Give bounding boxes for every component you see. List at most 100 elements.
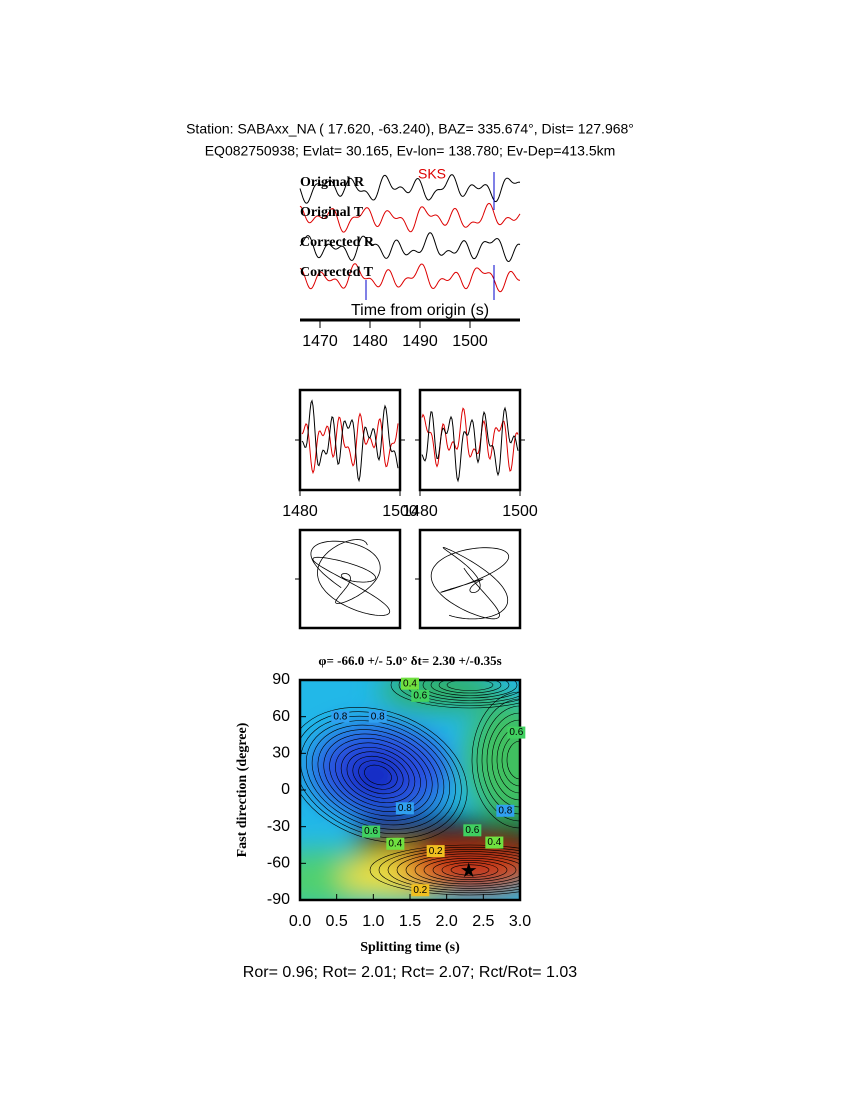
contour-label-box	[331, 710, 350, 723]
x-tick-label: 2.5	[472, 913, 494, 930]
station-info: Station: SABAxx_NA ( 17.620, -63.240), B…	[186, 121, 634, 137]
contour-line	[450, 864, 490, 876]
trace-label: Corrected R	[300, 235, 375, 250]
contour-line	[432, 860, 508, 880]
contour-line	[405, 853, 520, 887]
trace-label: Corrected T	[300, 265, 374, 280]
trace-label: Original T	[300, 205, 364, 220]
contour-line	[390, 680, 520, 709]
x-tick-label: 1480	[402, 503, 438, 520]
contour-label: 0.8	[498, 805, 512, 816]
trace-label: Original R	[300, 175, 365, 190]
x-tick-label: 1.0	[362, 913, 384, 930]
contour-label-box	[485, 836, 504, 849]
contour-line	[300, 715, 456, 835]
x-tick-label: 1490	[402, 333, 438, 350]
contour-line	[364, 764, 392, 786]
x-tick-label: 1470	[302, 333, 338, 350]
x-tick-label: 3.0	[509, 913, 531, 930]
waveform	[299, 174, 521, 204]
contour-label-box	[362, 825, 381, 838]
contour-label: 0.6	[465, 825, 479, 836]
y-tick-label: 0	[281, 781, 290, 798]
contour-label-box	[401, 677, 419, 690]
x-tick-label: 1500	[382, 503, 418, 520]
contour-line	[305, 720, 451, 830]
contour-line	[496, 726, 520, 794]
contour-label: 0.4	[403, 678, 417, 689]
particle-motion	[430, 547, 510, 620]
contour-title: φ= -66.0 +/- 5.0° δt= 2.30 +/-0.35s	[318, 653, 501, 668]
x-axis-label: Splitting time (s)	[360, 940, 460, 955]
contour-line	[438, 680, 502, 694]
y-tick-label: -30	[267, 818, 290, 835]
phase-label: SKS	[418, 166, 446, 182]
misfit-surface	[300, 680, 520, 900]
contour-line	[501, 733, 520, 787]
contour-line	[329, 738, 427, 812]
contour-label-box	[368, 710, 387, 723]
y-tick-label: -90	[267, 891, 290, 908]
contour-label: 0.6	[364, 826, 378, 837]
contour-line	[423, 857, 517, 883]
contour-label-box	[395, 802, 414, 815]
particle-motion	[310, 539, 391, 616]
waveform	[421, 407, 519, 472]
contour-label-box	[496, 804, 515, 817]
contour-line	[335, 742, 421, 808]
x-tick-label: 1500	[452, 333, 488, 350]
x-tick-label: 1500	[502, 503, 538, 520]
x-axis-label: Time from origin (s)	[351, 302, 489, 319]
contour-line	[317, 729, 439, 821]
contour-line	[358, 760, 398, 790]
contour-line	[369, 844, 520, 896]
contour-line	[340, 747, 416, 803]
contour-line	[476, 698, 520, 822]
contour-label-box	[411, 689, 430, 702]
contour-line	[378, 846, 520, 894]
contour-label: 0.4	[388, 838, 402, 849]
event-info: EQ082750938; Evlat= 30.165, Ev-lon= 138.…	[205, 143, 616, 159]
y-tick-label: 30	[272, 745, 290, 762]
y-axis-label: Fast direction (degree)	[235, 722, 250, 857]
contour-line	[300, 711, 462, 839]
contour-line	[300, 706, 468, 844]
contour-line	[352, 755, 404, 795]
contour-line	[506, 740, 520, 780]
contour-line	[471, 691, 520, 829]
contour-line	[481, 705, 520, 815]
contour-label-box	[426, 845, 445, 858]
contour-label-box	[463, 824, 482, 837]
contour-label: 0.2	[429, 846, 443, 857]
x-tick-label: 0.5	[326, 913, 348, 930]
x-tick-label: 1.5	[399, 913, 421, 930]
waveform	[301, 412, 399, 475]
contour-line	[422, 680, 518, 699]
contour-label: 0.8	[333, 711, 347, 722]
x-tick-label: 2.0	[436, 913, 458, 930]
contour-label: 0.6	[413, 691, 427, 702]
y-tick-label: 60	[272, 708, 290, 725]
waveform	[299, 232, 521, 263]
contour-line	[396, 851, 520, 889]
waveform	[301, 399, 399, 483]
contour-line	[486, 712, 520, 808]
particle-frame	[418, 528, 522, 630]
contour-label-box	[507, 726, 526, 739]
waveform	[299, 202, 521, 233]
contour-line	[414, 855, 520, 885]
contour-label-box	[386, 837, 405, 850]
contour-line	[441, 862, 499, 878]
contour-line	[398, 680, 520, 706]
contour-label: 0.2	[413, 885, 427, 896]
x-tick-label: 1480	[282, 503, 318, 520]
contour-label: 0.6	[509, 727, 523, 738]
y-tick-label: -60	[267, 855, 290, 872]
waveform	[421, 406, 519, 483]
contour-label: 0.8	[371, 711, 385, 722]
contour-label: 0.8	[398, 803, 412, 814]
waveform	[299, 263, 520, 293]
contour-line	[311, 724, 445, 826]
contour-line	[387, 849, 520, 891]
